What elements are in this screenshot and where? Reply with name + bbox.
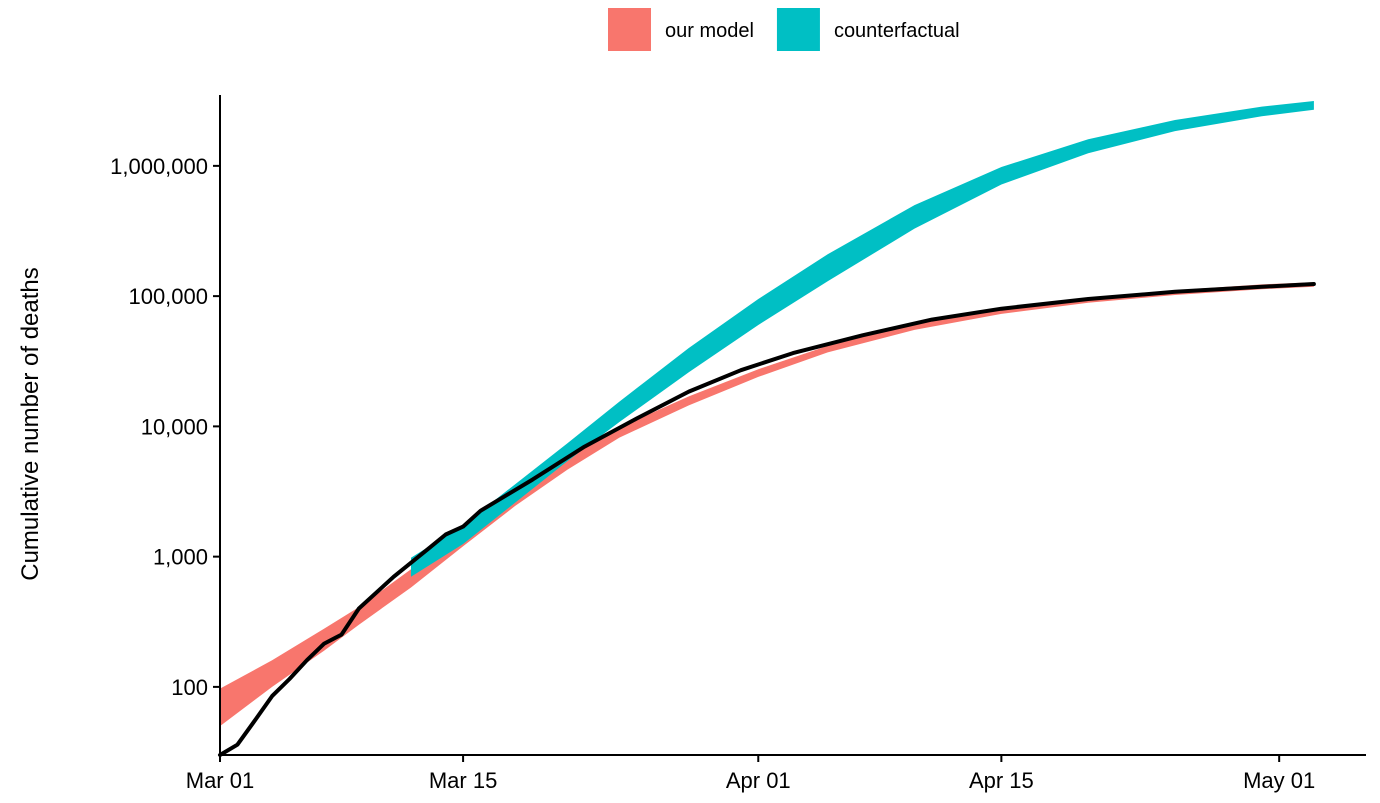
ribbon-our-model xyxy=(220,282,1314,726)
legend-swatch-our-model xyxy=(608,8,651,51)
x-tick-label: May 01 xyxy=(1243,768,1315,793)
legend-swatch-counterfactual xyxy=(777,8,820,51)
y-tick-label: 100,000 xyxy=(128,284,208,309)
x-tick-label: Apr 01 xyxy=(726,768,791,793)
y-tick-label: 10,000 xyxy=(141,414,208,439)
y-tick-label: 100 xyxy=(171,675,208,700)
y-axis-title: Cumulative number of deaths xyxy=(17,267,44,581)
legend: our model counterfactual xyxy=(608,8,960,51)
y-tick-label: 1,000,000 xyxy=(110,154,208,179)
x-tick-label: Mar 15 xyxy=(429,768,497,793)
x-tick-label: Apr 15 xyxy=(969,768,1034,793)
legend-label-our-model: our model xyxy=(665,20,754,42)
axes: 100 1,000 10,000 100,000 1,000,000 Mar 01 Mar … xyxy=(110,95,1366,793)
line-observed xyxy=(220,284,1314,755)
x-tick-label: Mar 01 xyxy=(186,768,254,793)
legend-label-counterfactual: counterfactual xyxy=(834,20,960,42)
y-tick-label: 1,000 xyxy=(153,545,208,570)
plot-area xyxy=(220,101,1314,755)
